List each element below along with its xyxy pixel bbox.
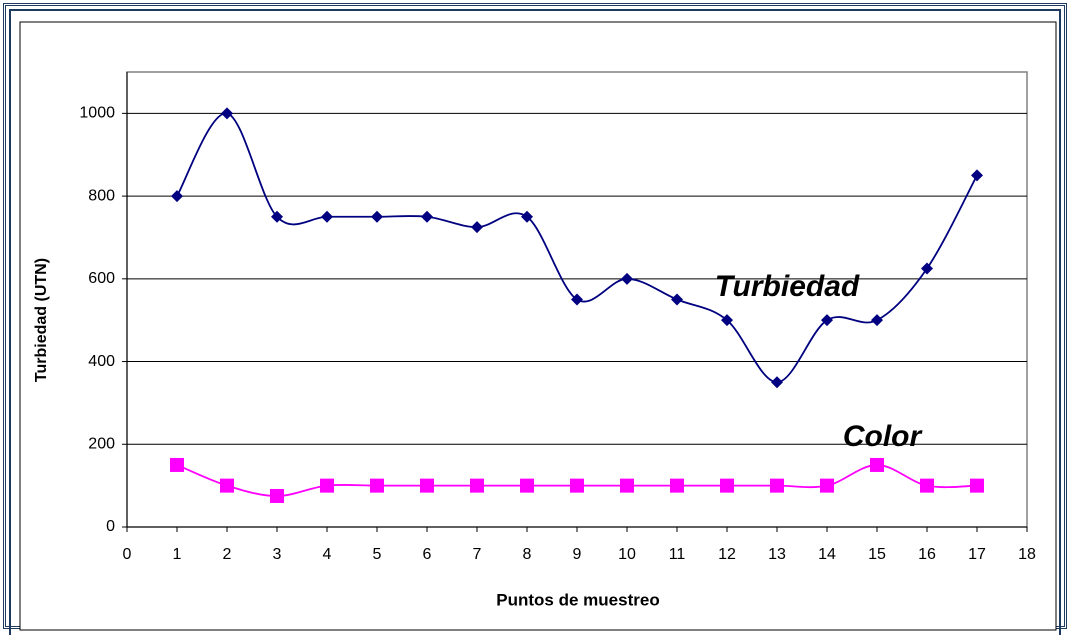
marker [521,210,533,223]
marker [620,478,634,493]
series-label: Turbiedad [715,270,860,303]
marker [720,478,734,493]
marker [471,221,483,234]
x-tick-label: 0 [123,546,132,563]
y-axis-label: Turbiedad (UTN) [33,258,50,382]
marker [621,272,633,285]
marker [321,210,333,223]
inner-frame [9,9,1061,635]
marker [221,107,233,120]
x-tick-label: 9 [573,546,582,563]
x-tick-label: 13 [768,546,786,563]
marker [921,262,933,275]
marker [571,293,583,306]
marker [370,478,384,493]
x-tick-label: 12 [718,546,736,563]
y-tick-label: 0 [106,518,115,535]
x-tick-label: 18 [1018,546,1036,563]
x-axis-label: Puntos de muestreo [496,590,659,609]
marker [220,478,234,493]
marker [670,478,684,493]
marker [171,190,183,203]
marker [770,478,784,493]
marker [520,478,534,493]
y-tick-label: 600 [88,270,115,287]
y-tick-label: 400 [88,353,115,370]
series-label: Color [843,420,924,453]
marker [470,478,484,493]
marker [920,478,934,493]
x-tick-label: 14 [818,546,836,563]
marker [320,478,334,493]
x-tick-label: 16 [918,546,936,563]
marker [771,376,783,389]
x-tick-label: 8 [523,546,532,563]
marker [570,478,584,493]
x-tick-label: 1 [173,546,182,563]
marker [870,457,884,472]
x-tick-label: 17 [968,546,986,563]
marker [271,210,283,223]
marker [421,210,433,223]
marker [820,478,834,493]
marker [420,478,434,493]
marker [970,478,984,493]
x-tick-label: 2 [223,546,232,563]
x-tick-label: 3 [273,546,282,563]
y-tick-label: 200 [88,435,115,452]
x-tick-label: 10 [618,546,636,563]
marker [170,457,184,472]
x-tick-label: 6 [423,546,432,563]
x-tick-label: 7 [473,546,482,563]
x-tick-label: 5 [373,546,382,563]
marker [671,293,683,306]
marker [371,210,383,223]
marker [871,314,883,327]
y-tick-label: 800 [88,187,115,204]
x-tick-label: 4 [323,546,332,563]
marker [270,488,284,503]
marker [971,169,983,182]
marker [721,314,733,327]
y-tick-label: 1000 [79,105,115,122]
x-tick-label: 11 [669,546,686,563]
marker [821,314,833,327]
x-tick-label: 15 [868,546,886,563]
